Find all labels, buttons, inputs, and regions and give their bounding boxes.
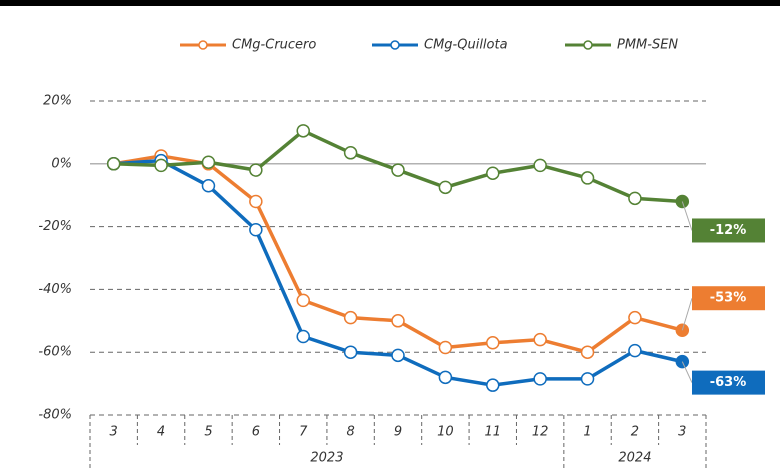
leader-line bbox=[681, 361, 693, 383]
y-tick-label: 20% bbox=[43, 94, 72, 109]
y-tick-label: -40% bbox=[38, 282, 72, 297]
point bbox=[343, 345, 358, 359]
top-bar bbox=[0, 0, 780, 6]
legend-marker bbox=[390, 40, 400, 50]
point bbox=[201, 179, 216, 193]
end-label: -12% bbox=[710, 223, 747, 238]
y-tick-label: -80% bbox=[38, 408, 72, 423]
point bbox=[628, 191, 642, 206]
x-tick-label: 5 bbox=[204, 425, 212, 440]
x-tick-label: 2 bbox=[631, 425, 639, 440]
legend-label: PMM-SEN bbox=[617, 38, 678, 53]
point bbox=[343, 310, 358, 325]
point bbox=[486, 166, 500, 180]
point bbox=[296, 329, 310, 344]
point bbox=[628, 343, 642, 358]
point bbox=[580, 345, 595, 359]
point bbox=[486, 378, 500, 392]
point bbox=[154, 158, 168, 173]
x-tick-label: 3 bbox=[110, 425, 118, 440]
leader-line bbox=[681, 201, 693, 231]
point bbox=[106, 157, 121, 171]
point bbox=[249, 194, 263, 209]
y-tick-label: -60% bbox=[38, 345, 72, 360]
x-tick-label: 8 bbox=[346, 425, 354, 440]
end-label-box bbox=[692, 218, 765, 243]
end-label-box bbox=[692, 370, 765, 395]
point bbox=[438, 370, 453, 385]
x-tick-label: 7 bbox=[299, 425, 308, 440]
point bbox=[296, 293, 310, 308]
point bbox=[438, 180, 453, 195]
point bbox=[438, 340, 453, 355]
x-tick-label: 12 bbox=[532, 425, 549, 440]
legend-label: CMg-Quillota bbox=[424, 38, 508, 53]
y-tick-label: -20% bbox=[38, 219, 72, 234]
legend-marker bbox=[198, 40, 208, 50]
point bbox=[296, 124, 310, 138]
x-tick-label: 9 bbox=[394, 425, 402, 440]
point bbox=[391, 348, 405, 363]
group-label: 2023 bbox=[310, 451, 343, 466]
group-label: 2024 bbox=[618, 451, 651, 466]
legend-marker bbox=[583, 40, 593, 50]
x-tick-label: 6 bbox=[252, 425, 260, 440]
x-tick-label: 11 bbox=[484, 425, 501, 440]
end-label: -53% bbox=[710, 291, 747, 306]
point bbox=[628, 310, 642, 325]
point bbox=[486, 336, 500, 350]
x-tick-label: 3 bbox=[678, 425, 686, 440]
leader-line bbox=[681, 298, 693, 331]
x-tick-label: 1 bbox=[583, 425, 591, 440]
point bbox=[580, 171, 595, 185]
point bbox=[533, 158, 547, 173]
point bbox=[391, 314, 405, 328]
point bbox=[249, 163, 263, 177]
x-tick-label: 10 bbox=[437, 425, 454, 440]
point bbox=[391, 163, 405, 177]
x-tick-label: 4 bbox=[157, 425, 165, 440]
point bbox=[533, 372, 547, 386]
point bbox=[201, 155, 216, 169]
end-label: -63% bbox=[710, 375, 747, 390]
y-tick-label: 0% bbox=[51, 156, 72, 171]
point bbox=[343, 146, 358, 160]
point bbox=[580, 372, 595, 386]
point bbox=[249, 222, 263, 237]
legend-label: CMg-Crucero bbox=[232, 38, 316, 53]
point bbox=[533, 332, 547, 347]
end-label-box bbox=[692, 286, 765, 311]
